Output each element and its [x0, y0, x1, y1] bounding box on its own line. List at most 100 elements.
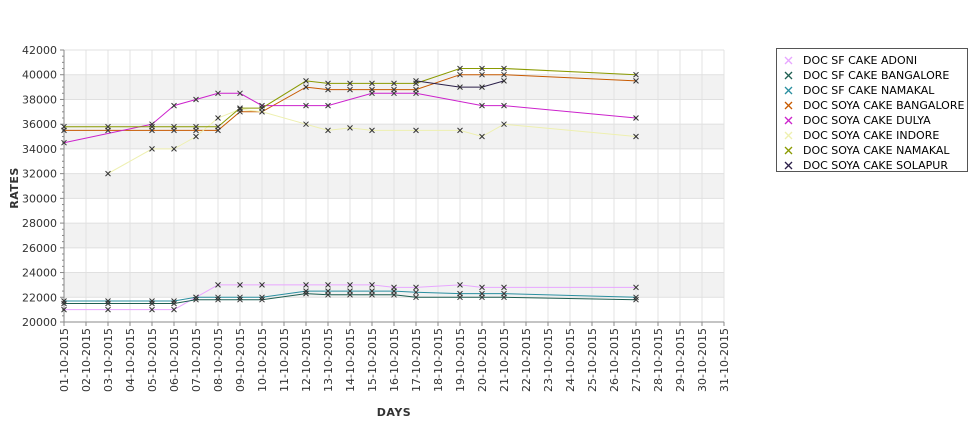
data-point-stroke	[105, 298, 111, 304]
legend-marker-icon	[783, 85, 795, 97]
data-point-stroke	[171, 123, 177, 130]
y-tick-label: 34000	[22, 143, 57, 156]
data-point	[325, 86, 331, 93]
data-point	[105, 170, 111, 177]
data-point	[347, 125, 353, 131]
data-point	[369, 80, 375, 87]
legend-item: DOC SOYA CAKE NAMAKAL	[783, 143, 950, 158]
data-point-stroke	[149, 306, 155, 313]
data-point	[413, 80, 419, 87]
data-point	[457, 127, 463, 134]
data-point	[391, 90, 397, 97]
data-point-stroke	[413, 78, 419, 84]
data-point-stroke	[457, 65, 463, 72]
data-point	[149, 300, 155, 307]
data-point-stroke	[303, 78, 309, 84]
data-point-stroke	[149, 123, 155, 130]
data-point-stroke	[501, 78, 507, 84]
data-point-stroke	[369, 80, 375, 87]
data-point-stroke	[413, 294, 419, 301]
data-point-stroke	[457, 127, 463, 134]
x-tick-label: 13-10-2015	[322, 328, 335, 392]
data-point	[303, 288, 309, 294]
y-axis-ticks: 20000 22000 24000 26000 28000 30000 32000 34000…	[22, 44, 64, 329]
data-point-stroke	[215, 90, 221, 97]
data-point	[633, 133, 639, 140]
y-tick-label: 26000	[22, 242, 57, 255]
data-point	[303, 121, 309, 128]
data-point-stroke	[171, 306, 177, 313]
data-point-stroke	[149, 300, 155, 307]
data-point	[193, 133, 199, 140]
data-point-stroke	[259, 105, 265, 111]
data-point	[479, 290, 485, 297]
data-point	[325, 282, 331, 288]
x-tick-label: 26-10-2015	[608, 328, 621, 392]
data-point-stroke	[413, 80, 419, 87]
data-point	[105, 123, 111, 130]
data-point-stroke	[479, 65, 485, 72]
x-tick-label: 17-10-2015	[410, 328, 423, 392]
legend-marker-icon	[783, 130, 795, 142]
data-point	[149, 298, 155, 304]
legend-item: DOC SF CAKE BANGALORE	[783, 68, 949, 83]
data-point	[303, 84, 309, 90]
data-point	[479, 71, 485, 78]
data-point-stroke	[369, 288, 375, 294]
data-point	[215, 123, 221, 130]
x-tick-label: 12-10-2015	[300, 328, 313, 392]
y-tick-label: 42000	[22, 44, 57, 57]
legend-label: DOC SOYA CAKE DULYA	[803, 114, 931, 127]
data-point	[193, 296, 199, 303]
data-point	[259, 294, 265, 301]
data-point	[347, 288, 353, 294]
grid-lines	[63, 49, 725, 323]
x-tick-label: 04-10-2015	[124, 328, 137, 392]
x-tick-label: 27-10-2015	[630, 328, 643, 392]
data-point	[61, 139, 67, 146]
data-point-stroke	[391, 80, 397, 87]
data-point-stroke	[303, 288, 309, 294]
legend-item: DOC SF CAKE ADONI	[783, 53, 917, 68]
data-point	[171, 102, 177, 109]
legend-label: DOC SOYA CAKE BANGALORE	[803, 99, 965, 112]
data-point-stroke	[105, 300, 111, 307]
x-tick-label: 02-10-2015	[80, 328, 93, 392]
data-point	[457, 65, 463, 72]
data-point	[105, 300, 111, 307]
data-point	[61, 306, 67, 313]
data-point-stroke	[171, 102, 177, 109]
data-point	[413, 78, 419, 84]
data-point-stroke	[633, 78, 639, 84]
data-point-stroke	[193, 123, 199, 130]
data-point-stroke	[237, 296, 243, 303]
series-line	[415, 80, 505, 88]
data-point-stroke	[325, 80, 331, 87]
data-point	[457, 84, 463, 90]
data-point	[479, 284, 485, 291]
data-point-stroke	[237, 105, 243, 111]
data-point	[457, 282, 463, 288]
data-point	[501, 78, 507, 84]
x-tick-label: 30-10-2015	[696, 328, 709, 392]
data-point-stroke	[633, 133, 639, 140]
data-point	[61, 300, 67, 307]
data-point	[193, 96, 199, 103]
data-point-stroke	[105, 123, 111, 130]
legend-label: DOC SF CAKE NAMAKAL	[803, 84, 935, 97]
x-tick-label: 07-10-2015	[190, 328, 203, 392]
data-point-stroke	[479, 71, 485, 78]
data-point-stroke	[325, 282, 331, 288]
data-point-stroke	[303, 290, 309, 297]
series-line	[107, 108, 637, 175]
data-point	[171, 298, 177, 304]
x-axis-ticks: 01-10-2015 02-10-2015 03-10-2015 04-10-2015…	[58, 322, 731, 392]
data-point-stroke	[237, 90, 243, 97]
data-point	[259, 296, 265, 303]
data-point-stroke	[61, 306, 67, 313]
data-point-stroke	[479, 284, 485, 291]
data-point	[303, 102, 309, 109]
x-tick-label: 10-10-2015	[256, 328, 269, 392]
data-point-stroke	[347, 86, 353, 93]
data-point	[633, 71, 639, 78]
